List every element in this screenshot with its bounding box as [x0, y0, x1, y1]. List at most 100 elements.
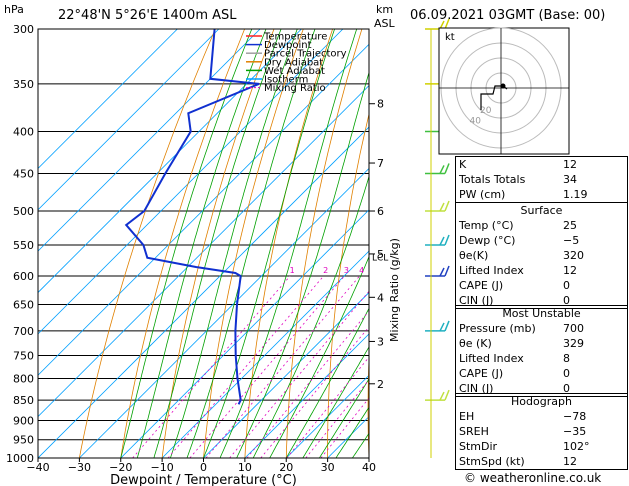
pressure-tick-label: 850 — [13, 394, 34, 407]
surface-value: 25 — [563, 219, 577, 232]
isotherm-line — [38, 43, 369, 376]
hodograph-row: EH −78 — [456, 409, 627, 424]
dry-adiabat-line — [244, 29, 333, 458]
hodograph-value: 102° — [563, 440, 590, 453]
hodograph-frame — [438, 27, 570, 155]
height-km-label: 7 — [377, 157, 384, 170]
pressure-tick-label: 350 — [13, 78, 34, 91]
mixing-ratio-line — [132, 275, 291, 458]
isotherm-line — [38, 126, 369, 458]
x-tick-label: 0 — [200, 461, 207, 474]
most-unstable-row: Pressure (mb) 700 — [456, 321, 627, 336]
most-unstable-value: 8 — [563, 352, 570, 365]
hodograph-label: StmSpd (kt) — [459, 455, 525, 468]
pressure-tick-label: 300 — [13, 23, 34, 36]
height-km-label: 3 — [377, 335, 384, 348]
legend-label: Wet Adiabat — [264, 66, 325, 77]
most-unstable-title: Most Unstable — [502, 307, 581, 320]
x-tick-label: 40 — [362, 461, 376, 474]
index-row: PW (cm) 1.19 — [456, 187, 627, 202]
indices-panel: K 12 Totals Totals 34 PW (cm) 1.19 — [455, 156, 628, 203]
dry-adiabat-line — [203, 29, 304, 458]
most-unstable-panel: Most Unstable Pressure (mb) 700 θe (K) 329 L… — [455, 305, 628, 397]
isotherm-line — [38, 85, 369, 418]
mixing-ratio-label: 10 — [408, 266, 418, 275]
mixing-ratio-line — [167, 275, 324, 458]
most-unstable-label: Pressure (mb) — [459, 322, 536, 335]
most-unstable-value: 0 — [563, 382, 570, 395]
surface-title: Surface — [520, 204, 563, 217]
dry-adiabat-line — [79, 29, 216, 458]
x-tick-label: −10 — [151, 461, 174, 474]
wet-adiabat-line — [203, 29, 335, 458]
footer-credit: © weatheronline.co.uk — [464, 471, 602, 485]
isotherm-line — [38, 29, 178, 169]
surface-row: CAPE (J) 0 — [456, 278, 627, 293]
legend-label: Isotherm — [264, 75, 308, 86]
wind-barb — [425, 200, 450, 212]
x-tick-label: −30 — [68, 461, 91, 474]
wind-barb — [425, 163, 450, 175]
isotherm-line — [38, 29, 302, 294]
index-row: K 12 — [456, 157, 627, 172]
height-km-label: 6 — [377, 205, 384, 218]
most-unstable-row: CIN (J) 0 — [456, 381, 627, 396]
datetime-title: 06.09.2021 03GMT (Base: 00) — [410, 8, 606, 23]
hodograph-row: StmSpd (kt) 12 — [456, 454, 627, 469]
isotherm-line — [286, 374, 369, 458]
wind-barb — [425, 320, 450, 332]
mixing-ratio-line — [320, 397, 369, 458]
pressure-tick-label: 600 — [13, 270, 34, 283]
surface-label: Temp (°C) — [459, 219, 514, 232]
wet-adiabat-line — [285, 307, 369, 458]
hodograph-value: −78 — [563, 410, 587, 423]
height-km-label: 2 — [377, 378, 384, 391]
hodograph-label: StmDir — [459, 440, 498, 453]
height-km-label: 5 — [377, 248, 384, 261]
pressure-tick-label: 450 — [13, 167, 34, 180]
x-tick-label: 20 — [279, 461, 293, 474]
most-unstable-label: CIN (J) — [459, 382, 494, 395]
surface-label: CIN (J) — [459, 294, 494, 307]
pressure-tick-label: 400 — [13, 126, 34, 139]
x-tick-label: 10 — [238, 461, 252, 474]
most-unstable-label: Lifted Index — [459, 352, 524, 365]
wet-adiabat-line — [302, 346, 369, 458]
wet-adiabat-line — [269, 255, 369, 458]
index-label: K — [459, 158, 467, 171]
hodograph-ring-label: 20 — [480, 106, 492, 116]
most-unstable-label: θe (K) — [459, 337, 492, 350]
wind-barb — [425, 234, 450, 246]
height-km-label: 8 — [377, 98, 384, 111]
hodograph-label: EH — [459, 410, 475, 423]
surface-row: CIN (J) 0 — [456, 293, 627, 308]
isotherm-line — [38, 29, 220, 211]
wet-adiabat-line — [120, 29, 253, 458]
wet-adiabat-line — [153, 29, 282, 458]
hodograph-row: SREH −35 — [456, 424, 627, 439]
most-unstable-value: 329 — [563, 337, 584, 350]
hodograph-table-title: Hodograph — [511, 395, 572, 408]
pressure-tick-label: 650 — [13, 299, 34, 312]
surface-value: 0 — [563, 294, 570, 307]
index-label: Totals Totals — [459, 173, 526, 186]
index-value: 12 — [563, 158, 577, 171]
isotherm-line — [244, 333, 369, 458]
surface-value: 12 — [563, 264, 577, 277]
wet-adiabat-line — [136, 29, 267, 458]
index-value: 34 — [563, 173, 577, 186]
surface-label: θe(K) — [459, 249, 489, 262]
wet-adiabat-line — [319, 378, 369, 458]
legend-label: Mixing Ratio — [264, 83, 326, 94]
legend-label: Temperature — [263, 32, 327, 43]
hodograph-storm-marker — [500, 83, 506, 89]
pressure-tick-label: 950 — [13, 434, 34, 447]
pressure-tick-label: 1000 — [6, 452, 34, 465]
mixing-ratio-label: 6 — [381, 266, 386, 275]
units-hpa: hPa — [4, 3, 24, 16]
mixing-ratio-axis-label: Mixing Ratio (g/kg) — [388, 238, 401, 342]
mixing-ratio-label: 1 — [290, 266, 295, 275]
hodograph-row: StmDir 102° — [456, 439, 627, 454]
